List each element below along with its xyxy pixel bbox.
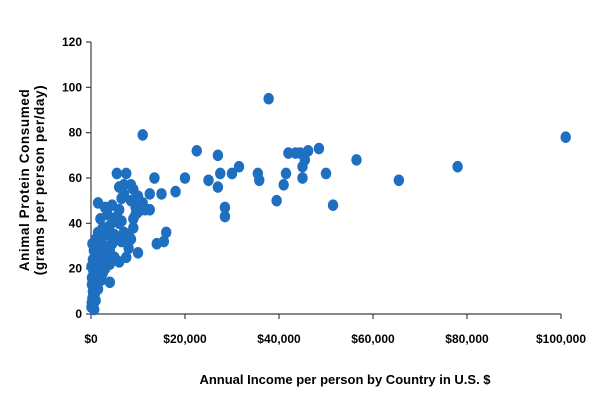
data-point [114,203,125,216]
data-point [111,167,123,180]
data-point [149,172,160,184]
data-point [137,129,148,141]
data-point [219,210,231,223]
y-tick-label: 40 [69,216,83,230]
data-point [191,145,202,157]
x-tick-label: $60,000 [351,332,395,346]
data-point [104,276,116,289]
y-axis-ticks: 0 20 40 60 80 100 120 [62,35,91,321]
y-axis-title-line-1: Animal Protein Consumed [17,89,32,272]
data-point [212,181,224,193]
data-point [114,181,125,193]
data-point [125,194,137,207]
data-point [92,197,104,209]
y-tick-label: 80 [69,126,83,140]
y-axis-title-line-2: (grams per person per/day) [32,85,47,275]
data-point [86,278,98,291]
data-point [86,260,97,273]
data-point [104,244,116,257]
data-point [297,172,308,184]
data-point [121,167,132,180]
data-point [102,208,113,221]
data-point [151,237,162,250]
x-tick-label: $20,000 [163,332,207,346]
x-tick-label: $40,000 [257,332,301,346]
data-point [297,160,308,173]
x-tick-label: $100,000 [536,332,586,346]
data-point [283,147,294,159]
data-point [109,215,120,227]
y-tick-label: 0 [75,307,82,321]
data-point [280,167,292,180]
data-point [212,149,224,162]
y-tick-label: 100 [62,80,82,94]
data-point [271,194,282,207]
data-point [116,235,127,248]
y-tick-label: 120 [62,35,82,49]
data-point [125,233,137,245]
data-point [351,154,362,166]
data-point [226,167,238,180]
data-point [219,201,231,214]
data-point [128,222,139,234]
data-point [263,92,274,105]
y-axis-title: Animal Protein Consumed (grams per perso… [17,85,47,275]
data-point [132,247,144,259]
data-point [327,199,339,211]
data-point [278,179,289,191]
data-point [302,145,314,157]
data-point [560,131,571,143]
data-point [132,206,144,218]
data-point [233,160,245,173]
x-tick-label: $0 [84,332,98,346]
data-point [161,226,172,239]
data-point [106,228,118,241]
data-point [86,301,97,314]
data-point [123,242,134,255]
data-point [203,174,214,187]
data-point [97,267,108,280]
data-point [144,188,155,200]
data-point [94,240,105,252]
data-point [156,188,167,200]
x-axis-title: Annual Income per person by Country in U… [199,372,491,387]
y-tick-label: 60 [69,171,83,185]
data-point [313,142,325,155]
data-point [393,174,405,187]
y-tick-label: 20 [69,262,83,276]
data-point [215,167,226,180]
data-point [252,167,264,180]
x-axis-ticks: $0 $20,000 $40,000 $60,000 $80,000 $100,000 [84,314,586,346]
x-tick-label: $80,000 [445,332,489,346]
data-point [170,185,181,198]
data-point [118,226,130,239]
data-point [320,167,332,180]
data-points [86,92,571,316]
data-point [452,160,463,173]
data-point [179,172,191,184]
data-point [116,192,127,205]
